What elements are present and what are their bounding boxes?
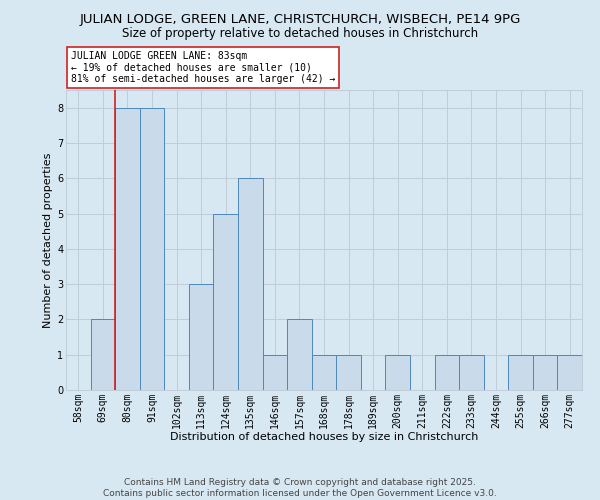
Bar [214, 214, 238, 390]
Text: Contains HM Land Registry data © Crown copyright and database right 2025.
Contai: Contains HM Land Registry data © Crown c… [103, 478, 497, 498]
Bar [459, 354, 484, 390]
Bar [140, 108, 164, 390]
Bar [434, 354, 459, 390]
Bar [557, 354, 582, 390]
Bar [312, 354, 336, 390]
Bar [91, 320, 115, 390]
Bar [263, 354, 287, 390]
Text: JULIAN LODGE, GREEN LANE, CHRISTCHURCH, WISBECH, PE14 9PG: JULIAN LODGE, GREEN LANE, CHRISTCHURCH, … [79, 12, 521, 26]
Bar [336, 354, 361, 390]
X-axis label: Distribution of detached houses by size in Christchurch: Distribution of detached houses by size … [170, 432, 478, 442]
Text: JULIAN LODGE GREEN LANE: 83sqm
← 19% of detached houses are smaller (10)
81% of : JULIAN LODGE GREEN LANE: 83sqm ← 19% of … [71, 51, 335, 84]
Bar [533, 354, 557, 390]
Bar [385, 354, 410, 390]
Y-axis label: Number of detached properties: Number of detached properties [43, 152, 53, 328]
Bar [508, 354, 533, 390]
Bar [189, 284, 214, 390]
Text: Size of property relative to detached houses in Christchurch: Size of property relative to detached ho… [122, 28, 478, 40]
Bar [238, 178, 263, 390]
Bar [287, 320, 312, 390]
Bar [115, 108, 140, 390]
